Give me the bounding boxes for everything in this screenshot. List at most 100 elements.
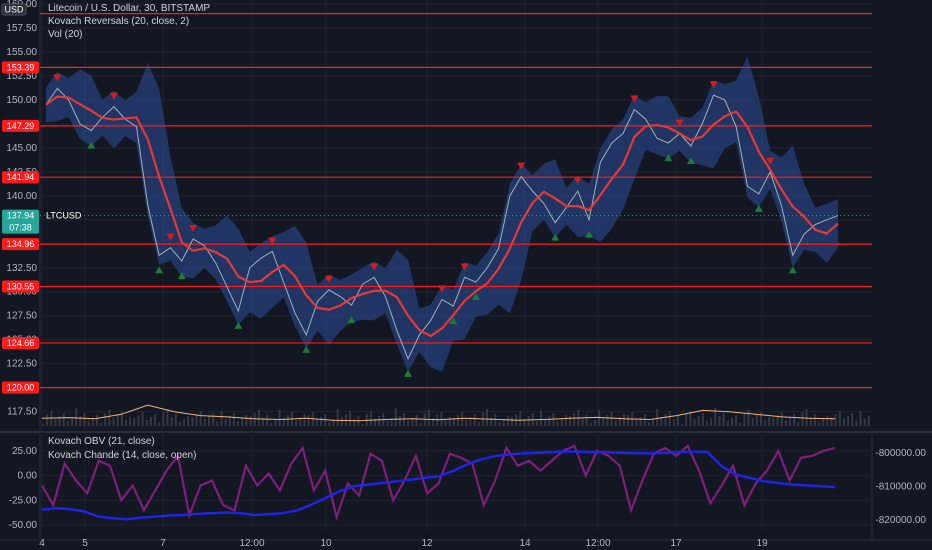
x-tick-label: 10 bbox=[320, 538, 332, 549]
volume-bar bbox=[544, 419, 547, 426]
volume-bar bbox=[718, 416, 721, 426]
obv-tick-label: -810000.00 bbox=[875, 481, 926, 492]
volume-bar bbox=[519, 411, 522, 426]
volume-bar bbox=[830, 417, 833, 426]
volume-bar bbox=[62, 413, 65, 426]
currency-label: USD bbox=[4, 5, 24, 15]
y-tick-label: 122.50 bbox=[6, 359, 37, 370]
reversal-up-marker bbox=[177, 272, 186, 280]
volume-bar bbox=[863, 419, 866, 426]
volume-bar bbox=[112, 418, 115, 426]
volume-bar bbox=[486, 409, 489, 426]
volume-bar bbox=[303, 414, 306, 426]
volume-bar bbox=[660, 417, 663, 426]
volume-bar bbox=[859, 411, 862, 426]
volume-bar bbox=[610, 412, 613, 426]
volume-bar bbox=[270, 423, 273, 426]
volume-bar bbox=[739, 423, 742, 426]
volume-bar bbox=[564, 415, 567, 426]
volume-bar bbox=[569, 416, 572, 426]
reversal-down-marker bbox=[324, 275, 333, 283]
obv-line bbox=[41, 450, 836, 521]
volume-bar bbox=[672, 419, 675, 426]
volume-bar bbox=[801, 412, 804, 426]
volume-bar bbox=[444, 420, 447, 426]
volume-bar bbox=[527, 416, 530, 426]
volume-bar bbox=[560, 418, 563, 426]
volume-bar bbox=[494, 414, 497, 426]
reversal-up-marker bbox=[155, 266, 164, 274]
volume-bar bbox=[71, 418, 74, 426]
volume-bar bbox=[573, 413, 576, 426]
volume-bar bbox=[212, 413, 215, 426]
volume-bar bbox=[224, 419, 227, 426]
volume-bar bbox=[784, 420, 787, 426]
volume-bar bbox=[461, 412, 464, 426]
reversal-ma-line bbox=[45, 95, 839, 338]
reversal-down-marker bbox=[517, 162, 526, 170]
volume-bar bbox=[473, 414, 476, 426]
bar-countdown: 07:38 bbox=[9, 223, 32, 233]
volume-bar bbox=[440, 412, 443, 426]
volume-bar bbox=[469, 417, 472, 426]
volume-bar bbox=[706, 421, 708, 426]
obv-tick-label: -820000.00 bbox=[875, 515, 926, 526]
volume-bar bbox=[320, 417, 323, 426]
reversals-legend[interactable]: Kovach Reversals (20, close, 2) bbox=[48, 16, 190, 27]
reversal-down-marker bbox=[166, 233, 175, 241]
volume-bar bbox=[116, 415, 119, 426]
volume-bar bbox=[764, 420, 767, 426]
volume-bar bbox=[174, 414, 177, 426]
y-tick-label: 150.00 bbox=[6, 95, 37, 106]
volume-bar bbox=[228, 416, 231, 426]
y-tick-label: 127.50 bbox=[6, 311, 37, 322]
volume-bar bbox=[108, 410, 111, 426]
volume-bar bbox=[315, 420, 318, 426]
volume-bar bbox=[386, 421, 389, 426]
reversal-up-marker bbox=[449, 317, 458, 325]
volume-bar bbox=[593, 420, 596, 426]
volume-bar bbox=[842, 419, 845, 426]
x-tick-label: 7 bbox=[160, 538, 166, 549]
volume-legend[interactable]: Vol (20) bbox=[48, 29, 83, 40]
reversal-up-marker bbox=[347, 316, 356, 324]
volume-bar bbox=[178, 422, 181, 426]
volume-bar bbox=[361, 424, 364, 426]
volume-bar bbox=[100, 423, 103, 426]
volume-bar bbox=[822, 419, 825, 426]
y-tick-label: 157.50 bbox=[6, 23, 37, 34]
reversal-up-marker bbox=[302, 345, 311, 353]
chande-legend[interactable]: Kovach Chande (14, close, open) bbox=[48, 450, 197, 461]
volume-bar bbox=[452, 418, 455, 426]
volume-bar bbox=[755, 415, 758, 426]
volume-bar bbox=[772, 418, 775, 426]
obv-legend[interactable]: Kovach OBV (21, close) bbox=[48, 436, 155, 447]
obv-tick-label: -800000.00 bbox=[875, 448, 926, 459]
volume-bar bbox=[585, 415, 588, 426]
volume-bar bbox=[58, 416, 61, 426]
reversal-up-marker bbox=[754, 204, 763, 212]
volume-bar bbox=[436, 415, 439, 426]
volume-ma-line bbox=[41, 404, 836, 422]
volume-bar bbox=[187, 416, 190, 426]
volume-bar bbox=[813, 414, 816, 426]
volume-bar bbox=[170, 417, 173, 426]
price-level-badge bbox=[2, 238, 39, 251]
volume-bar bbox=[556, 421, 559, 426]
reversal-down-marker bbox=[675, 119, 684, 127]
price-level-value: 130.55 bbox=[7, 281, 35, 291]
volume-bar bbox=[299, 417, 302, 426]
volume-bar bbox=[378, 416, 381, 426]
x-tick-label: 19 bbox=[756, 538, 768, 549]
volume-bar bbox=[614, 420, 617, 426]
volume-bar bbox=[419, 423, 422, 426]
volume-bar bbox=[851, 413, 854, 426]
volume-bar bbox=[398, 416, 401, 426]
volume-bar bbox=[681, 424, 684, 426]
symbol-legend[interactable]: Litecoin / U.S. Dollar, 30, BITSTAMP bbox=[48, 3, 211, 14]
volume-bar bbox=[344, 414, 347, 426]
reversal-up-marker bbox=[686, 156, 695, 164]
reversal-down-marker bbox=[53, 74, 62, 82]
volume-bar bbox=[149, 417, 152, 426]
volume-bar bbox=[448, 417, 451, 426]
